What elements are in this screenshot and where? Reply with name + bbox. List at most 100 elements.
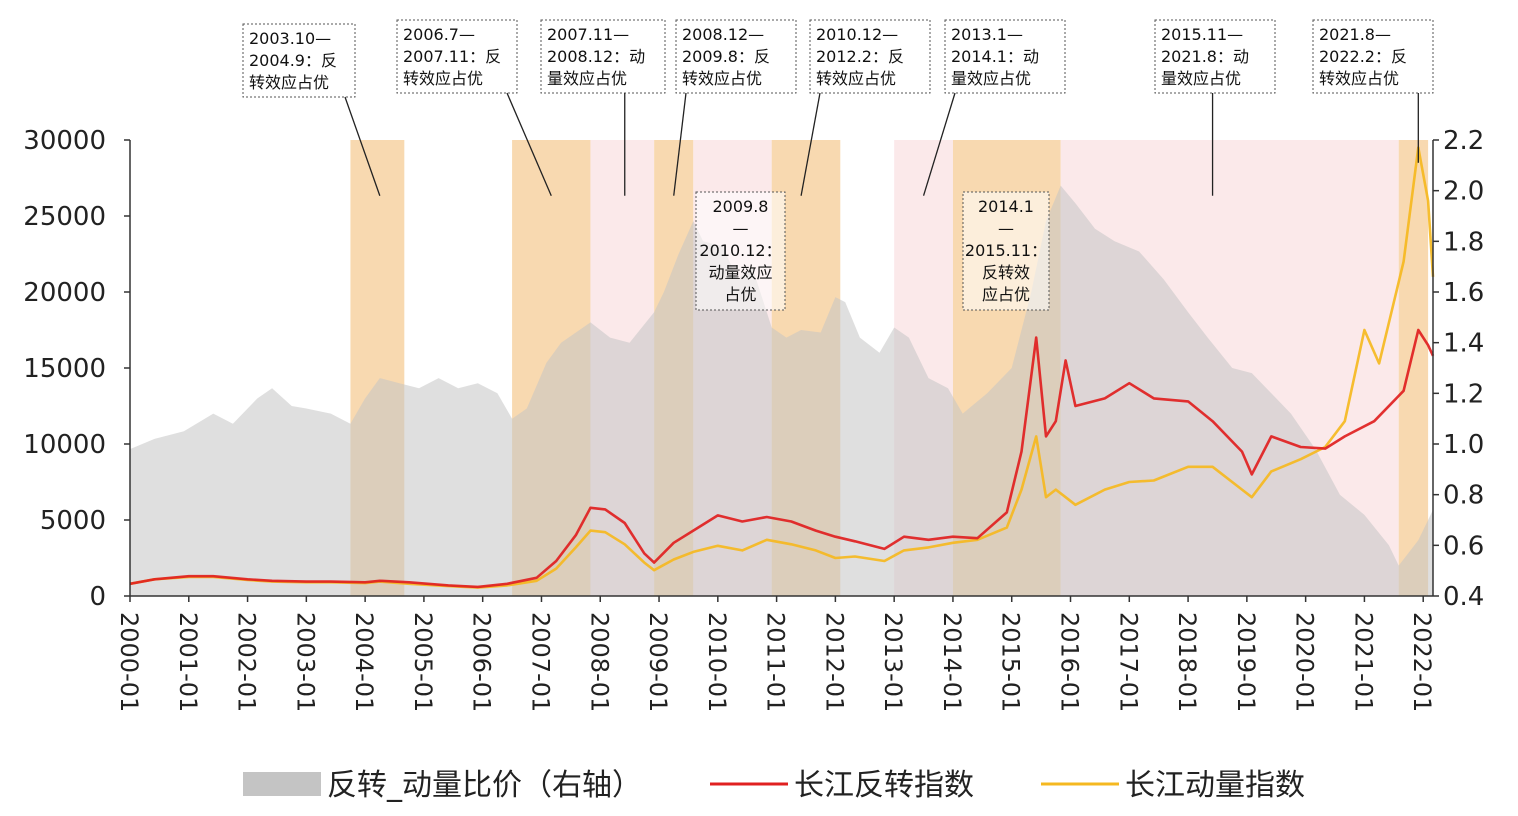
- legend-label: 长江反转指数: [794, 768, 974, 803]
- x-tick-label: 2008-01: [585, 612, 613, 712]
- left-tick-label: 15000: [23, 354, 106, 384]
- annotation-pointer: [922, 92, 956, 196]
- right-tick-label: 1.8: [1443, 227, 1484, 257]
- annotation-box: [540, 19, 666, 94]
- right-tick-label: 1.4: [1443, 329, 1484, 359]
- right-tick-label: 1.6: [1443, 278, 1484, 308]
- x-tick-label: 2006-01: [468, 612, 496, 712]
- annotation-text: 转效应占优: [1319, 69, 1399, 88]
- legend-label: 长江动量指数: [1125, 768, 1305, 803]
- momentum-index-line: [129, 146, 1435, 589]
- annotation-text: 量效应占优: [547, 69, 627, 88]
- annotation-text: 2006.7—: [403, 25, 475, 44]
- x-tick-label: 2022-01: [1408, 612, 1436, 712]
- legend-item-2: 长江动量指数: [1041, 768, 1305, 803]
- x-tick-label: 2020-01: [1291, 612, 1319, 712]
- annotation-text: —: [998, 219, 1014, 238]
- left-tick-label: 0: [89, 582, 106, 612]
- annotation-box: [809, 19, 931, 94]
- legend-label: 反转_动量比价（右轴）: [327, 768, 642, 803]
- index-lines: [129, 146, 1435, 589]
- x-tick-label: 2007-01: [527, 612, 555, 712]
- annotation-text: 2021.8—: [1319, 25, 1391, 44]
- annotation-text: 2021.8：动: [1161, 47, 1249, 66]
- annotation-text: 转效应占优: [403, 69, 483, 88]
- annotation-text: 转效应占优: [816, 69, 896, 88]
- right-tick-label: 2.2: [1443, 126, 1484, 156]
- annotation-text: 2007.11：反: [403, 47, 501, 66]
- annotation-text: 2009.8: [713, 197, 769, 216]
- x-tick-label: 2001-01: [174, 612, 202, 712]
- right-tick-label: 1.0: [1443, 430, 1484, 460]
- annotation-text: 应占优: [982, 285, 1030, 304]
- right-tick-label: 1.2: [1443, 379, 1484, 409]
- x-tick-label: 2018-01: [1173, 612, 1201, 712]
- annotation-text: 2008.12—: [682, 25, 764, 44]
- x-tick-label: 2014-01: [938, 612, 966, 712]
- annotation-text: 2008.12：动: [547, 47, 645, 66]
- band-reversal-9: [1398, 140, 1429, 596]
- annotation-text: 转效应占优: [249, 73, 329, 92]
- x-tick-label: 2010-01: [703, 612, 731, 712]
- x-tick-label: 2017-01: [1114, 612, 1142, 712]
- annotation-text: 2022.2：反: [1319, 47, 1407, 66]
- left-tick-label: 10000: [23, 430, 106, 460]
- legend: 反转_动量比价（右轴） 长江反转指数 长江动量指数: [243, 768, 1305, 803]
- annotation-text: 转效应占优: [682, 69, 762, 88]
- x-tick-label: 2009-01: [644, 612, 672, 712]
- annotation-text: 2014.1：动: [951, 47, 1039, 66]
- legend-item-0: 反转_动量比价（右轴）: [243, 768, 642, 803]
- annotation-box: [962, 191, 1050, 311]
- annotation-pointer: [344, 96, 381, 196]
- right-tick-label: 0.8: [1443, 481, 1484, 511]
- x-tick-label: 2011-01: [762, 612, 790, 712]
- right-tick-label: 0.6: [1443, 531, 1484, 561]
- annotation-text: 2003.10—: [249, 29, 331, 48]
- x-tick-label: 2002-01: [233, 612, 261, 712]
- annotation-pointer: [800, 92, 821, 196]
- annotation-text: 量效应占优: [951, 69, 1031, 88]
- annotation-text: 2009.8：反: [682, 47, 770, 66]
- left-tick-label: 30000: [23, 126, 106, 156]
- axes: 0 5000 10000 15000 20000 25000 30000 0.4 0.6 0.8 1…: [23, 126, 1484, 712]
- right-tick-label: 0.4: [1443, 582, 1484, 612]
- x-tick-label: 2000-01: [115, 612, 143, 712]
- x-tick-label: 2019-01: [1232, 612, 1260, 712]
- legend-swatch-area: [243, 772, 321, 796]
- annotation-text: 2012.2：反: [816, 47, 904, 66]
- annotation-text: 量效应占优: [1161, 69, 1241, 88]
- annotation-box: [675, 19, 797, 94]
- x-tick-label: 2004-01: [350, 612, 378, 712]
- annotation-box: [944, 19, 1066, 94]
- annotation-text: 反转效: [982, 263, 1030, 282]
- left-tick-label: 25000: [23, 202, 106, 232]
- annotation-pointer: [506, 92, 552, 196]
- annotation-text: —: [733, 219, 749, 238]
- annotation-text: 2004.9：反: [249, 51, 337, 70]
- left-tick-label: 20000: [23, 278, 106, 308]
- x-tick-label: 2005-01: [409, 612, 437, 712]
- annotation-pointer: [673, 92, 687, 196]
- annotation-text: 动量效应: [708, 263, 772, 282]
- annotation-box: [695, 191, 786, 311]
- x-tick-label: 2013-01: [879, 612, 907, 712]
- reversal-index-line: [129, 328, 1435, 589]
- annotation-box: [1154, 19, 1276, 94]
- x-tick-label: 2021-01: [1349, 612, 1377, 712]
- legend-item-1: 长江反转指数: [710, 768, 974, 803]
- right-tick-label: 2.0: [1443, 177, 1484, 207]
- annotation-text: 2014.1: [978, 197, 1034, 216]
- annotation-text: 2010.12—: [816, 25, 898, 44]
- x-tick-label: 2003-01: [291, 612, 319, 712]
- annotation-text: 占优: [724, 285, 756, 304]
